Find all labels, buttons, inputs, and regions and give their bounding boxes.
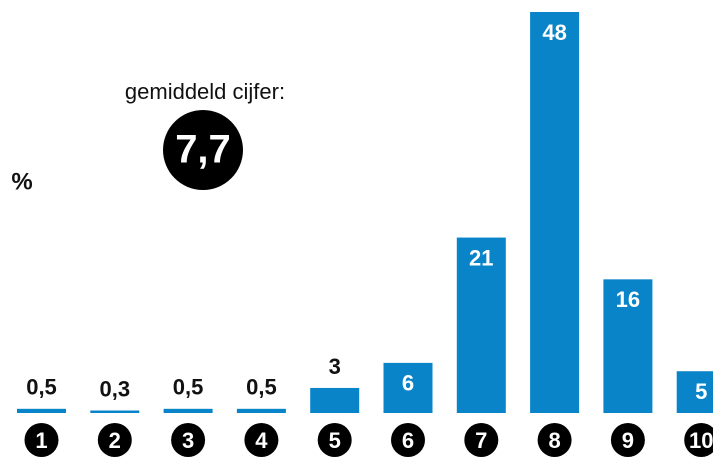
category-badge: [684, 423, 713, 457]
bar: [383, 362, 433, 413]
bar: [236, 408, 286, 413]
annotation-label: gemiddeld cijfer:: [125, 79, 285, 104]
category-badge: [171, 423, 206, 457]
category-badge: [391, 423, 425, 457]
bar: [530, 12, 580, 413]
value-label: 16: [616, 287, 640, 312]
value-label: 48: [542, 20, 566, 45]
average-value: 7,7: [175, 128, 231, 172]
bar: [603, 279, 653, 413]
bar: [676, 371, 713, 413]
category-badge: [537, 423, 572, 457]
value-label: 21: [469, 245, 493, 270]
x-tick-label: 1: [35, 428, 47, 453]
x-tick-label: 8: [548, 428, 560, 453]
bar: [163, 408, 213, 413]
x-tick-label: 3: [182, 428, 194, 453]
category-badge: [317, 423, 352, 457]
bar: [456, 237, 506, 413]
x-tick-label: 5: [329, 428, 341, 453]
x-tick-label: 10: [689, 428, 713, 453]
value-label: 0,5: [26, 375, 57, 400]
value-label: 6: [402, 371, 414, 396]
y-axis-label: %: [11, 168, 32, 195]
x-tick-label: 7: [475, 428, 487, 453]
value-label: 5: [695, 379, 707, 404]
value-label: 3: [329, 354, 341, 379]
average-badge: [163, 110, 243, 190]
x-tick-label: 2: [109, 428, 121, 453]
category-badge: [464, 423, 499, 457]
bar: [310, 387, 360, 413]
value-label: 0,3: [100, 376, 131, 401]
bar: [90, 410, 140, 413]
value-label: 0,5: [246, 375, 277, 400]
category-badge: [97, 423, 132, 457]
category-badge: [610, 423, 645, 457]
value-label: 0,5: [173, 375, 204, 400]
bar: [17, 408, 66, 413]
category-badge: [24, 423, 59, 457]
x-tick-label: 4: [255, 428, 268, 453]
x-tick-label: 9: [622, 428, 634, 453]
category-badge: [244, 423, 279, 457]
x-tick-label: 6: [402, 428, 414, 453]
